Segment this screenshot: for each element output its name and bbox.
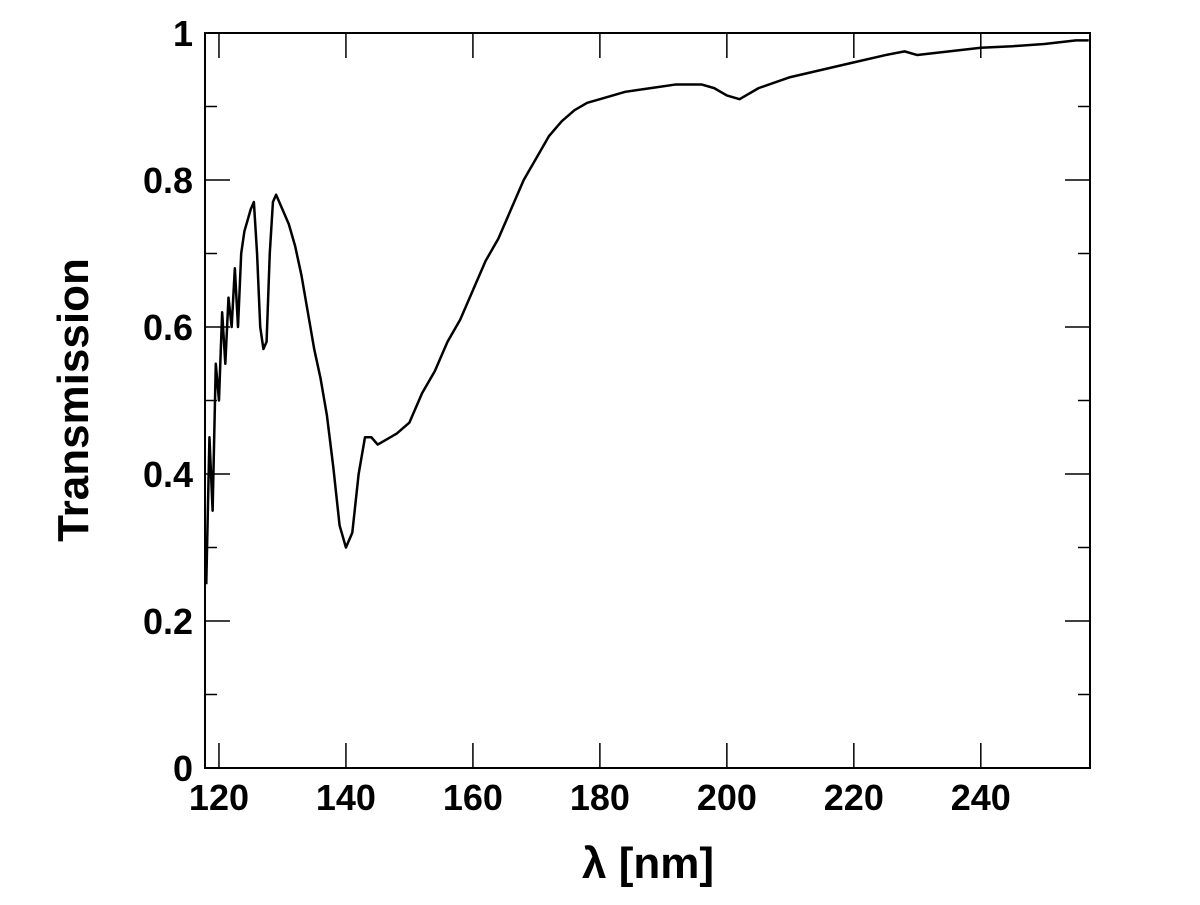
- x-tick-label: 120: [189, 777, 249, 818]
- y-tick-label: 1: [173, 13, 193, 54]
- x-axis-label: λ [nm]: [582, 839, 714, 888]
- y-tick-label: 0.8: [143, 160, 193, 201]
- x-tick-label: 220: [824, 777, 884, 818]
- x-tick-label: 180: [570, 777, 630, 818]
- plot-frame: [204, 32, 1091, 769]
- x-tick-label: 160: [443, 777, 503, 818]
- y-tick-label: 0: [173, 748, 193, 789]
- x-tick-label: 200: [697, 777, 757, 818]
- y-tick-label: 0.6: [143, 307, 193, 348]
- y-tick-label: 0.2: [143, 601, 193, 642]
- data-line: [205, 39, 1089, 585]
- y-axis-label: Transmission: [49, 258, 98, 542]
- x-tick-label: 240: [951, 777, 1011, 818]
- x-tick-label: 140: [316, 777, 376, 818]
- y-tick-label: 0.4: [143, 454, 193, 495]
